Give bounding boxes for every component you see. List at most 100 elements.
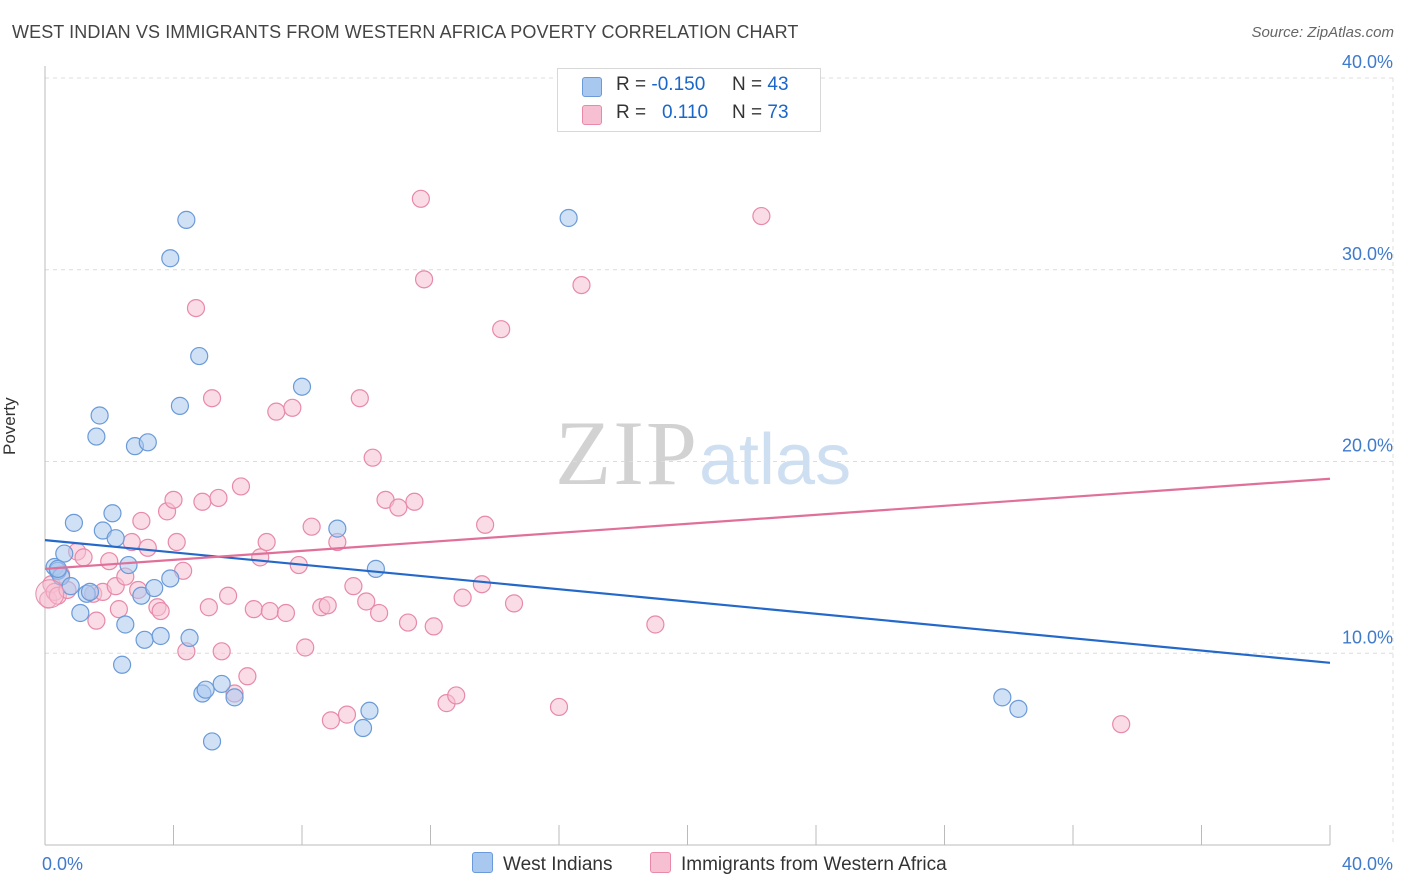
western-africa-point: [476, 515, 495, 534]
western-africa-point: [492, 320, 511, 339]
western-africa-point: [283, 398, 302, 417]
tick-labels: 10.0% 20.0% 30.0% 40.0% 0.0% 40.0%: [42, 52, 1393, 874]
legend-r: R = 0.110: [616, 102, 709, 123]
western-africa-point: [238, 667, 257, 686]
western-africa-point: [1112, 715, 1131, 734]
western-africa-point: [572, 275, 591, 295]
west-indian-point: [87, 427, 106, 446]
legend-swatch-pink: [650, 852, 671, 873]
west-indian-point: [177, 210, 196, 229]
west-indian-point: [112, 655, 132, 674]
legend-row-western-africa: R = 0.110 N = 73: [558, 100, 820, 128]
western-africa-point: [244, 600, 263, 619]
western-africa-point: [199, 598, 218, 617]
western-africa-point: [337, 705, 357, 724]
west-indian-point: [170, 396, 190, 415]
western-africa-point: [138, 538, 157, 557]
legend-item-west-indians: West Indians: [472, 852, 612, 876]
data-points: [35, 189, 1131, 751]
west-indian-point: [161, 249, 180, 268]
west-indian-point: [55, 544, 74, 563]
grid-lines: [45, 77, 1395, 845]
western-africa-point: [424, 617, 443, 636]
west-indian-point: [180, 628, 199, 648]
west-indian-point: [71, 603, 90, 623]
western-africa-point: [389, 498, 408, 517]
western-africa-point: [151, 601, 170, 621]
western-africa-point: [231, 477, 251, 496]
western-africa-point: [370, 603, 389, 623]
western-africa-point: [164, 490, 183, 509]
west-indian-point: [225, 688, 244, 707]
x-tick-label: 40.0%: [1342, 854, 1393, 874]
western-africa-point: [100, 552, 119, 571]
west-indian-trend-line: [44, 539, 1331, 664]
western-africa-point: [302, 517, 321, 536]
western-africa-point: [414, 270, 434, 289]
west-indian-point: [145, 578, 164, 598]
watermark-zip: ZIP: [555, 402, 699, 504]
legend-r: R = -0.150: [616, 74, 706, 95]
western-africa-point: [35, 579, 65, 609]
west-indian-point: [366, 559, 385, 578]
west-indian-point: [90, 406, 109, 425]
west-indian-point: [61, 577, 80, 596]
west-indian-point: [196, 680, 215, 699]
west-indian-point: [328, 519, 347, 538]
west-indian-point: [212, 674, 231, 694]
west-indian-point: [116, 615, 135, 634]
western-africa-point: [257, 532, 276, 552]
western-africa-point: [752, 206, 771, 226]
correlation-legend: R = -0.150 N = 43 R = 0.110 N = 73: [557, 68, 821, 132]
west-indian-point: [161, 569, 180, 588]
west-indian-point: [151, 626, 170, 646]
west-indian-point: [360, 701, 379, 720]
west-indian-point: [559, 208, 578, 228]
western-africa-point: [260, 601, 279, 621]
west-indian-point: [64, 513, 84, 532]
legend-row-west-indians: R = -0.150 N = 43: [558, 72, 820, 100]
west-indian-point: [993, 688, 1012, 707]
y-tick-label: 10.0%: [1342, 627, 1393, 647]
y-axis-label: Poverty: [0, 397, 19, 455]
west-indian-point: [190, 346, 209, 366]
western-africa-point: [87, 611, 106, 630]
western-africa-point: [276, 603, 296, 623]
west-indian-point: [119, 555, 138, 575]
trend-lines: [44, 477, 1331, 664]
legend-swatch-pink: [582, 105, 602, 125]
western-africa-point: [212, 642, 231, 661]
chart-title: WEST INDIAN VS IMMIGRANTS FROM WESTERN A…: [12, 22, 799, 42]
y-tick-label: 20.0%: [1342, 436, 1393, 456]
western-africa-point: [132, 511, 151, 531]
west-indian-point: [138, 433, 157, 452]
west-indian-point: [106, 529, 125, 548]
western-africa-point: [357, 592, 376, 611]
western-africa-point: [549, 697, 569, 717]
legend-item-western-africa: Immigrants from Western Africa: [650, 852, 947, 876]
source-credit: Source: ZipAtlas.com: [1251, 24, 1394, 41]
legend-swatch-blue: [472, 852, 493, 873]
western-africa-point: [209, 488, 228, 508]
western-africa-point: [472, 575, 491, 594]
western-africa-point: [398, 613, 418, 632]
western-africa-point: [267, 402, 286, 421]
western-africa-point: [109, 600, 128, 619]
western-africa-trend-line: [44, 477, 1331, 570]
western-africa-point: [405, 492, 424, 511]
western-africa-point: [296, 638, 315, 657]
western-africa-point: [350, 389, 369, 408]
western-africa-point: [318, 596, 337, 615]
west-indian-point: [202, 732, 222, 751]
western-africa-point: [193, 492, 212, 511]
west-indian-point: [103, 504, 122, 523]
western-africa-point: [411, 189, 430, 208]
western-africa-point: [646, 615, 665, 634]
west-indian-point: [135, 630, 154, 649]
western-africa-point: [504, 594, 524, 613]
west-indian-point: [1009, 699, 1028, 718]
western-africa-point: [447, 686, 466, 705]
west-indian-point: [353, 718, 373, 738]
western-africa-point: [74, 548, 93, 567]
